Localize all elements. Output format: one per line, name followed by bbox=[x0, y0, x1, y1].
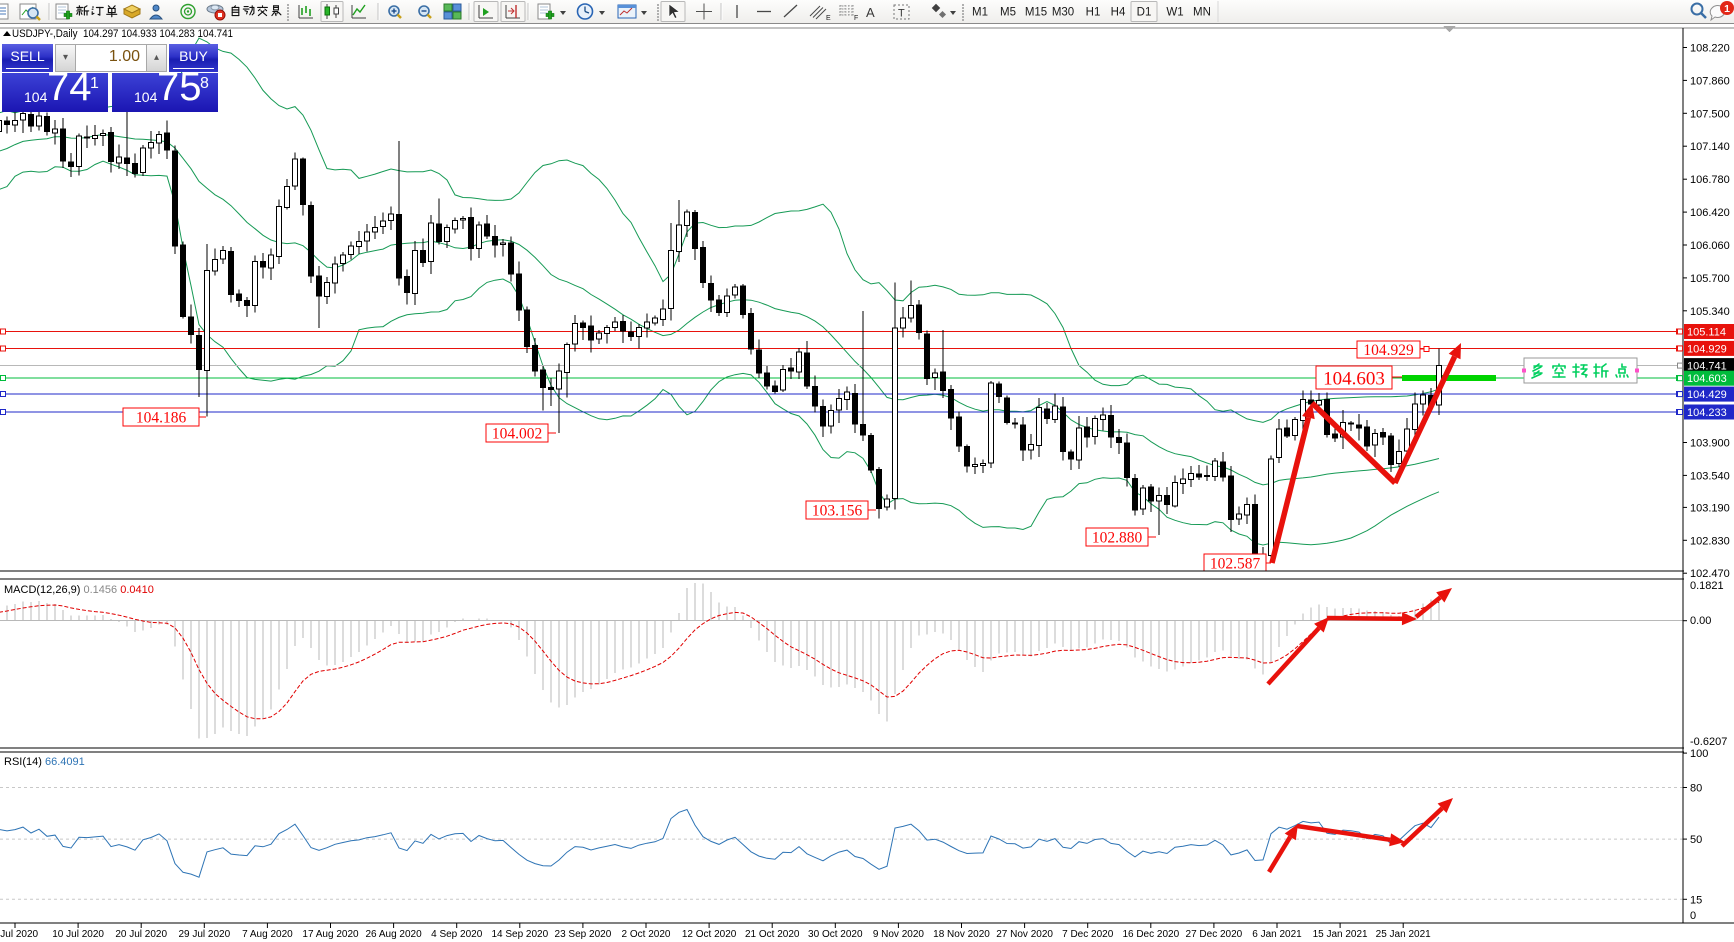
svg-text:26 Aug 2020: 26 Aug 2020 bbox=[366, 929, 423, 940]
svg-text:F: F bbox=[854, 15, 858, 22]
svg-text:USDJPY-,Daily 104.297 104.933: USDJPY-,Daily 104.297 104.933 104.283 10… bbox=[12, 28, 233, 40]
svg-text:104.429: 104.429 bbox=[1687, 389, 1727, 401]
svg-text:M15: M15 bbox=[1025, 7, 1047, 19]
svg-text:103.190: 103.190 bbox=[1690, 502, 1730, 514]
svg-text:1: 1 bbox=[1724, 3, 1730, 15]
svg-text:102.470: 102.470 bbox=[1690, 568, 1730, 580]
svg-text:23 Sep 2020: 23 Sep 2020 bbox=[555, 929, 612, 940]
svg-text:104.741: 104.741 bbox=[1687, 361, 1727, 373]
svg-text:107.860: 107.860 bbox=[1690, 75, 1730, 87]
svg-text:15: 15 bbox=[1690, 894, 1702, 906]
svg-text:MN: MN bbox=[1193, 7, 1211, 19]
svg-text:100: 100 bbox=[1690, 748, 1708, 760]
svg-text:104.929: 104.929 bbox=[1687, 343, 1727, 355]
svg-text:104.186: 104.186 bbox=[136, 410, 187, 427]
svg-text:M5: M5 bbox=[1000, 7, 1016, 19]
svg-text:17 Aug 2020: 17 Aug 2020 bbox=[302, 929, 359, 940]
svg-text:50: 50 bbox=[1690, 834, 1702, 846]
svg-text:27 Dec 2020: 27 Dec 2020 bbox=[1186, 929, 1243, 940]
svg-text:7 Dec 2020: 7 Dec 2020 bbox=[1062, 929, 1114, 940]
svg-text:105.340: 105.340 bbox=[1690, 306, 1730, 318]
svg-text:104.603: 104.603 bbox=[1323, 368, 1385, 389]
svg-text:103.156: 103.156 bbox=[812, 503, 863, 520]
svg-text:M30: M30 bbox=[1052, 7, 1074, 19]
svg-text:1 Jul 2020: 1 Jul 2020 bbox=[0, 929, 39, 940]
svg-text:107.140: 107.140 bbox=[1690, 141, 1730, 153]
svg-text:16 Dec 2020: 16 Dec 2020 bbox=[1122, 929, 1179, 940]
svg-text:M1: M1 bbox=[972, 7, 988, 19]
svg-text:4 Sep 2020: 4 Sep 2020 bbox=[431, 929, 483, 940]
svg-text:103.900: 103.900 bbox=[1690, 438, 1730, 450]
svg-text:104.929: 104.929 bbox=[1363, 342, 1414, 359]
svg-text:T: T bbox=[898, 8, 905, 20]
svg-text:D1: D1 bbox=[1137, 7, 1152, 19]
svg-text:80: 80 bbox=[1690, 783, 1702, 795]
svg-text:102.587: 102.587 bbox=[1210, 556, 1261, 573]
svg-text:0.1821: 0.1821 bbox=[1690, 580, 1724, 592]
svg-text:A: A bbox=[866, 5, 875, 20]
svg-text:H1: H1 bbox=[1086, 7, 1101, 19]
svg-text:106.780: 106.780 bbox=[1690, 174, 1730, 186]
svg-text:25 Jan 2021: 25 Jan 2021 bbox=[1376, 929, 1431, 940]
svg-text:0: 0 bbox=[1690, 910, 1696, 922]
svg-text:105.114: 105.114 bbox=[1687, 327, 1726, 339]
svg-text:12 Oct 2020: 12 Oct 2020 bbox=[682, 929, 737, 940]
svg-text:H4: H4 bbox=[1111, 7, 1126, 19]
svg-text:29 Jul 2020: 29 Jul 2020 bbox=[178, 929, 230, 940]
svg-text:20 Jul 2020: 20 Jul 2020 bbox=[115, 929, 167, 940]
svg-text:MACD(12,26,9) 0.1456 0.0410: MACD(12,26,9) 0.1456 0.0410 bbox=[4, 584, 154, 596]
svg-text:102.830: 102.830 bbox=[1690, 535, 1730, 547]
svg-text:103.540: 103.540 bbox=[1690, 470, 1730, 482]
svg-text:15 Jan 2021: 15 Jan 2021 bbox=[1313, 929, 1368, 940]
svg-text:27 Nov 2020: 27 Nov 2020 bbox=[996, 929, 1053, 940]
svg-text:E: E bbox=[826, 15, 831, 22]
svg-text:104.603: 104.603 bbox=[1687, 373, 1727, 385]
svg-text:0.00: 0.00 bbox=[1690, 615, 1711, 627]
svg-text:18 Nov 2020: 18 Nov 2020 bbox=[933, 929, 990, 940]
svg-text:105.700: 105.700 bbox=[1690, 273, 1730, 285]
svg-text:104.233: 104.233 bbox=[1687, 407, 1727, 419]
svg-text:6 Jan 2021: 6 Jan 2021 bbox=[1252, 929, 1302, 940]
svg-text:9 Nov 2020: 9 Nov 2020 bbox=[873, 929, 925, 940]
svg-text:30 Oct 2020: 30 Oct 2020 bbox=[808, 929, 863, 940]
svg-text:21 Oct 2020: 21 Oct 2020 bbox=[745, 929, 800, 940]
svg-text:104.002: 104.002 bbox=[492, 426, 542, 443]
svg-text:10 Jul 2020: 10 Jul 2020 bbox=[52, 929, 104, 940]
svg-text:RSI(14) 66.4091: RSI(14) 66.4091 bbox=[4, 756, 85, 768]
svg-text:14 Sep 2020: 14 Sep 2020 bbox=[491, 929, 548, 940]
svg-text:2 Oct 2020: 2 Oct 2020 bbox=[622, 929, 671, 940]
svg-text:W1: W1 bbox=[1166, 7, 1183, 19]
svg-text:107.500: 107.500 bbox=[1690, 108, 1730, 120]
svg-text:102.880: 102.880 bbox=[1092, 530, 1143, 547]
svg-text:-0.6207: -0.6207 bbox=[1690, 736, 1727, 748]
svg-text:108.220: 108.220 bbox=[1690, 43, 1730, 55]
svg-text:7 Aug 2020: 7 Aug 2020 bbox=[242, 929, 293, 940]
svg-text:106.420: 106.420 bbox=[1690, 207, 1730, 219]
svg-text:106.060: 106.060 bbox=[1690, 240, 1730, 252]
